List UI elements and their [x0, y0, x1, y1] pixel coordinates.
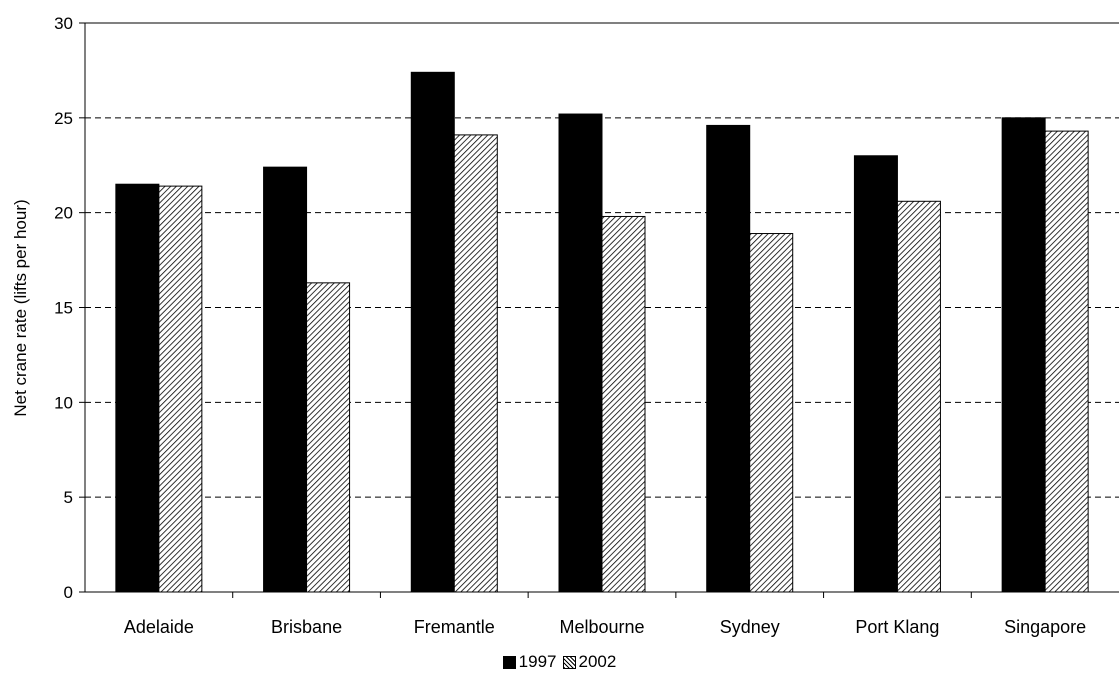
legend-swatch-solid: [502, 655, 516, 669]
x-tick-label: Singapore: [1004, 617, 1086, 637]
labels: 0 5 10 15 20 25 30 Adelaide Brisbane Fremantle Mel…: [54, 14, 1086, 637]
y-tick-label: 15: [54, 299, 73, 318]
bar-2002-port-klang: [896, 200, 941, 593]
bar-2002-singapore: [1044, 130, 1089, 593]
bar-1997-fremantle: [410, 71, 455, 593]
x-tick-label: Melbourne: [559, 617, 644, 637]
bar-2002-sydney: [749, 233, 794, 593]
bar-2002-melbourne: [601, 215, 646, 593]
y-tick-label: 25: [54, 109, 73, 128]
bar-1997-sydney: [706, 124, 751, 593]
y-tick-label: 0: [64, 583, 73, 602]
bars: [115, 71, 1089, 593]
x-tick-label: Port Klang: [855, 617, 939, 637]
x-tick-label: Fremantle: [414, 617, 495, 637]
x-tick-label: Brisbane: [271, 617, 342, 637]
bar-2002-adelaide: [158, 185, 203, 593]
legend-item-1997: 1997: [502, 652, 557, 672]
y-tick-label: 10: [54, 393, 73, 412]
legend-swatch-hatched: [562, 655, 576, 669]
bar-1997-melbourne: [558, 113, 603, 593]
legend: 1997 2002: [0, 652, 1119, 672]
y-tick-label: 30: [54, 14, 73, 33]
y-tick-label: 5: [64, 488, 73, 507]
legend-item-2002: 2002: [562, 652, 617, 672]
legend-label-1997: 1997: [518, 652, 557, 671]
bar-1997-brisbane: [263, 166, 308, 593]
bar-1997-port-klang: [853, 155, 898, 593]
x-tick-label: Adelaide: [124, 617, 194, 637]
gridlines: [85, 22, 1119, 498]
bar-2002-brisbane: [306, 282, 351, 593]
axes: [79, 22, 1119, 598]
x-tick-label: Sydney: [720, 617, 780, 637]
bar-2002-fremantle: [453, 134, 498, 593]
bar-1997-singapore: [1001, 117, 1046, 593]
y-axis-label: Net crane rate (lifts per hour): [11, 199, 30, 416]
bar-1997-adelaide: [115, 183, 160, 593]
y-tick-label: 20: [54, 204, 73, 223]
legend-label-2002: 2002: [578, 652, 617, 671]
